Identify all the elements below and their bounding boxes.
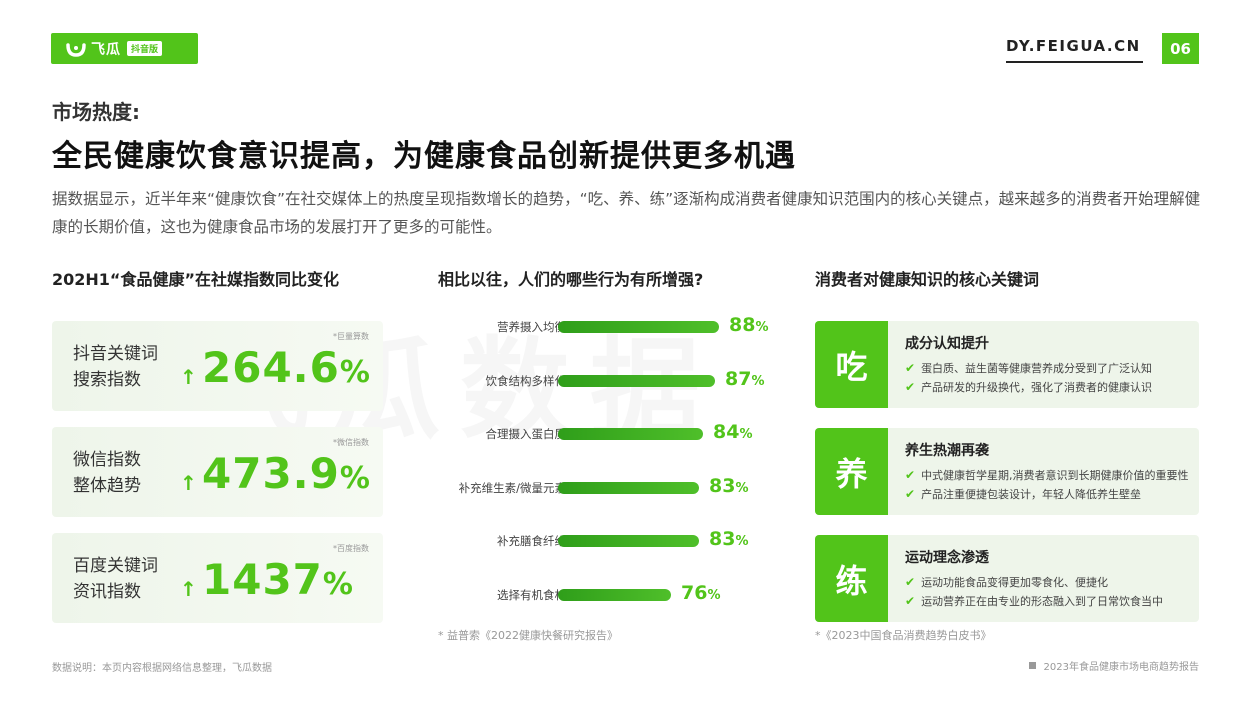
- keyword-title: 养生热潮再袭: [905, 443, 989, 459]
- keyword-point: ✔ 运动功能食品变得更加零食化、便捷化: [905, 575, 1109, 589]
- bar: [558, 535, 699, 547]
- stat-value: 1437%: [202, 555, 354, 604]
- check-icon: ✔: [905, 361, 916, 375]
- bar: [558, 481, 699, 494]
- check-icon: ✔: [905, 468, 916, 482]
- brand-logo: 飞瓜 抖音版: [51, 33, 198, 64]
- up-arrow-icon: ↑: [180, 365, 197, 389]
- left-section-title: 202H1“食品健康”在社媒指数同比变化: [52, 270, 339, 289]
- keyword-card-train: 练 运动理念渗透 ✔ 运动功能食品变得更加零食化、便捷化 ✔ 运动营养正在由专业的形…: [815, 535, 1199, 622]
- stat-card-douyin: *巨量算数 抖音关键词 搜索指数 ↑ 264.6%: [52, 321, 383, 411]
- logo-sub-badge: 抖音版: [127, 41, 163, 56]
- bar-value-label: 87%: [725, 367, 765, 390]
- stat-label: 微信指数 整体趋势: [73, 450, 141, 496]
- bar-value-label: 83%: [709, 474, 749, 497]
- footer-report-title: 2023年食品健康市场电商趋势报告: [1028, 658, 1199, 673]
- bar-value-label: 88%: [729, 314, 769, 336]
- check-icon: ✔: [905, 575, 916, 589]
- stat-card-baidu: *百度指数 百度关键词 资讯指数 ↑ 1437%: [52, 533, 383, 623]
- bar-value-label: 83%: [709, 528, 749, 550]
- site-underline: [1006, 61, 1143, 63]
- stat-value: 264.6%: [202, 343, 371, 392]
- keyword-point: ✔ 蛋白质、益生菌等健康营养成分受到了广泛认知: [905, 361, 1153, 375]
- footer-note: 数据说明：本页内容根据网络信息整理，飞瓜数据: [52, 663, 272, 674]
- bar: [558, 588, 671, 601]
- bar-row: 营养摄入均衡 88%: [420, 314, 780, 337]
- bar: [558, 428, 703, 440]
- lead-paragraph: 据数据显示，近半年来“健康饮食”在社交媒体上的热度呈现指数增长的趋势，“吃、养、…: [52, 190, 1201, 236]
- middle-section-title: 相比以往，人们的哪些行为有所增强?: [438, 270, 704, 289]
- keyword-char: 练: [815, 535, 888, 622]
- bar-value-label: 76%: [681, 581, 721, 604]
- right-section-title: 消费者对健康知识的核心关键词: [815, 270, 1040, 289]
- stat-label: 百度关键词 资讯指数: [73, 556, 158, 602]
- stat-label: 抖音关键词 搜索指数: [73, 344, 158, 390]
- bar-row: 选择有机食材 76%: [420, 581, 780, 605]
- right-source: *《2023中国食品消费趋势白皮书》: [815, 629, 992, 642]
- logo-text: 飞瓜: [91, 41, 121, 58]
- middle-source: * 益普索《2022健康快餐研究报告》: [438, 629, 618, 642]
- stat-value: 473.9%: [202, 449, 371, 498]
- keyword-char: 吃: [815, 321, 888, 408]
- keyword-char: 养: [815, 428, 888, 515]
- keyword-card-eat: 吃 成分认知提升 ✔ 蛋白质、益生菌等健康营养成分受到了广泛认知 ✔ 产品研发的升级…: [815, 321, 1199, 408]
- up-arrow-icon: ↑: [180, 577, 197, 601]
- bar-category-label: 饮食结构多样化: [485, 373, 567, 388]
- keyword-point: ✔ 产品研发的升级换代，强化了消费者的健康认识: [905, 380, 1153, 394]
- bar-category-label: 补充维生素/微量元素: [458, 480, 566, 495]
- keyword-card-nourish: 养 养生热潮再袭 ✔ 中式健康哲学星期,消费者意识到长期健康价值的重要性 ✔ 产品注…: [815, 428, 1199, 515]
- keyword-title: 成分认知提升: [905, 336, 989, 352]
- keyword-point: ✔ 运动营养正在由专业的形态融入到了日常饮食当中: [905, 594, 1164, 608]
- stat-note: *微信指数: [333, 438, 369, 447]
- bar-value-label: 84%: [713, 421, 753, 443]
- bar-row: 补充维生素/微量元素 83%: [420, 474, 780, 498]
- stat-note: *百度指数: [333, 544, 369, 553]
- bar-category-label: 合理摄入蛋白质: [485, 427, 567, 441]
- bar-row: 补充膳食纤维 83%: [420, 528, 780, 551]
- check-icon: ✔: [905, 380, 916, 394]
- page-number: 06: [1162, 33, 1199, 64]
- page-title: 全民健康饮食意识提高，为健康食品创新提供更多机遇: [52, 139, 796, 174]
- stat-card-wechat: *微信指数 微信指数 整体趋势 ↑ 473.9%: [52, 427, 383, 517]
- square-icon: [1028, 662, 1036, 669]
- bar-category-label: 选择有机食材: [497, 587, 566, 602]
- feigua-logo-icon: [66, 42, 86, 57]
- bar-category-label: 营养摄入均衡: [497, 320, 566, 334]
- keyword-point: ✔ 中式健康哲学星期,消费者意识到长期健康价值的重要性: [905, 468, 1189, 482]
- check-icon: ✔: [905, 594, 916, 608]
- stat-note: *巨量算数: [333, 332, 369, 341]
- up-arrow-icon: ↑: [180, 471, 197, 495]
- bar-row: 合理摄入蛋白质 84%: [420, 421, 780, 444]
- check-icon: ✔: [905, 487, 916, 501]
- bar: [558, 321, 719, 333]
- site-url[interactable]: DY.FEIGUA.CN: [1006, 37, 1141, 55]
- bar-row: 饮食结构多样化 87%: [420, 367, 780, 391]
- keyword-title: 运动理念渗透: [905, 550, 989, 566]
- keyword-point: ✔ 产品注重便捷包装设计，年轻人降低养生壁垒: [905, 487, 1142, 501]
- bar-category-label: 补充膳食纤维: [497, 534, 566, 548]
- bar: [558, 374, 715, 387]
- section-kicker: 市场热度:: [52, 100, 140, 124]
